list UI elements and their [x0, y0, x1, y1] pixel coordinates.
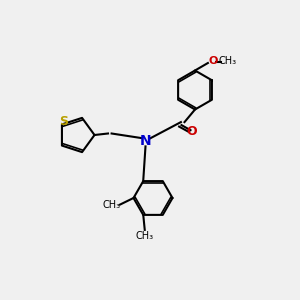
Text: CH₃: CH₃ [136, 232, 154, 242]
Text: O: O [187, 125, 197, 138]
Text: CH₃: CH₃ [103, 200, 121, 211]
Text: N: N [140, 134, 151, 148]
Text: O: O [208, 56, 218, 67]
Text: S: S [59, 115, 68, 128]
Text: CH₃: CH₃ [218, 56, 236, 67]
